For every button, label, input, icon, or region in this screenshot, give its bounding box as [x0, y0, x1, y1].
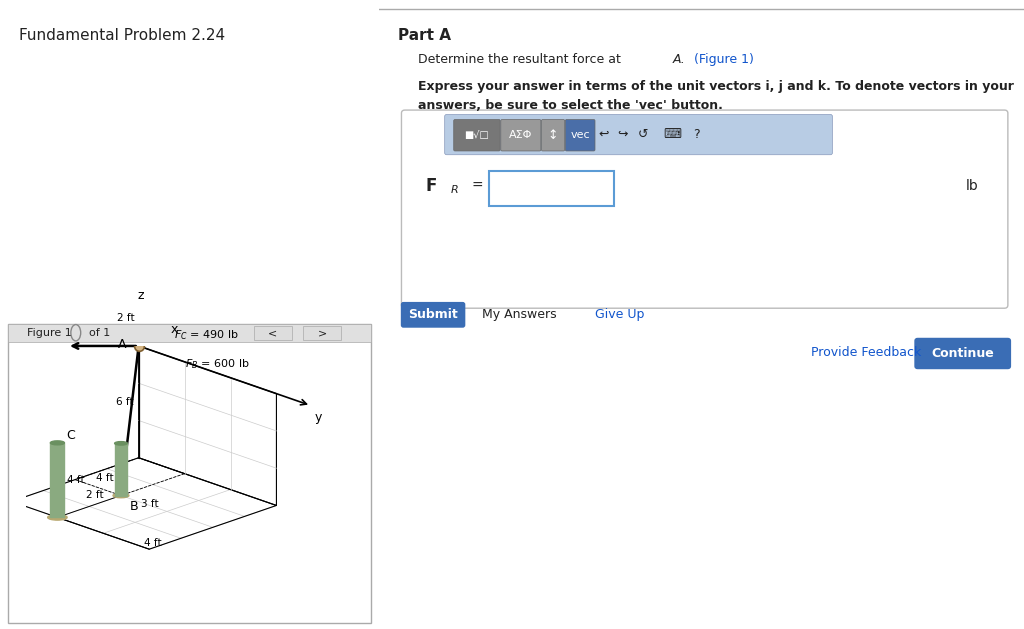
FancyBboxPatch shape [565, 120, 595, 151]
Text: Continue: Continue [932, 347, 994, 360]
Text: Provide Feedback: Provide Feedback [811, 346, 922, 359]
Text: B: B [130, 501, 138, 513]
Text: 4 ft: 4 ft [144, 538, 162, 548]
Text: A.: A. [673, 53, 685, 67]
FancyBboxPatch shape [488, 171, 614, 206]
FancyBboxPatch shape [7, 324, 372, 623]
Text: $F_B$ = 600 lb: $F_B$ = 600 lb [184, 358, 249, 372]
Text: 6 ft: 6 ft [116, 397, 133, 407]
Text: of 1: of 1 [89, 328, 111, 338]
Text: Fundamental Problem 2.24: Fundamental Problem 2.24 [18, 28, 225, 43]
FancyBboxPatch shape [254, 326, 292, 340]
Text: >: > [317, 328, 327, 338]
Text: =: = [471, 179, 482, 192]
Text: C: C [67, 428, 75, 442]
Text: My Answers: My Answers [482, 308, 557, 321]
Text: Determine the resultant force at: Determine the resultant force at [418, 53, 625, 67]
FancyBboxPatch shape [7, 324, 372, 342]
Text: Express your answer in terms of the unit vectors i, j and k. To denote vectors i: Express your answer in terms of the unit… [418, 80, 1014, 93]
Text: 2 ft: 2 ft [86, 491, 104, 501]
Text: Give Up: Give Up [595, 308, 644, 321]
Ellipse shape [48, 515, 68, 520]
FancyBboxPatch shape [303, 326, 341, 340]
FancyBboxPatch shape [501, 120, 541, 151]
Text: 3 ft: 3 ft [141, 499, 159, 509]
Text: ↪: ↪ [617, 128, 628, 141]
Text: ⌨: ⌨ [664, 128, 681, 141]
FancyBboxPatch shape [401, 110, 1008, 308]
Text: R: R [452, 185, 459, 195]
Ellipse shape [113, 493, 129, 498]
Text: (Figure 1): (Figure 1) [690, 53, 754, 67]
Text: lb: lb [966, 179, 979, 192]
Text: A: A [118, 338, 126, 351]
Text: Figure 1: Figure 1 [27, 328, 72, 338]
FancyBboxPatch shape [400, 302, 465, 328]
Text: z: z [137, 289, 143, 303]
Text: ?: ? [693, 128, 699, 141]
Text: Part A: Part A [398, 28, 452, 43]
FancyBboxPatch shape [542, 120, 564, 151]
Text: $F_C$ = 490 lb: $F_C$ = 490 lb [174, 328, 239, 342]
Text: $\mathbf{F}$: $\mathbf{F}$ [425, 177, 437, 194]
FancyBboxPatch shape [454, 120, 500, 151]
Text: ■√□: ■√□ [465, 130, 489, 140]
Text: <: < [268, 328, 278, 338]
Polygon shape [115, 443, 127, 496]
Text: answers, be sure to select the 'vec' button.: answers, be sure to select the 'vec' but… [418, 99, 723, 112]
Text: y: y [314, 411, 322, 423]
Text: ↕: ↕ [548, 129, 558, 142]
Text: ↺: ↺ [638, 128, 648, 141]
Text: x: x [170, 323, 178, 336]
Text: 4 ft: 4 ft [68, 475, 85, 485]
Polygon shape [50, 443, 65, 518]
Text: ↩: ↩ [598, 128, 608, 141]
Text: Submit: Submit [409, 308, 458, 321]
Text: vec: vec [570, 130, 590, 140]
Ellipse shape [115, 442, 127, 445]
Ellipse shape [50, 441, 65, 445]
Text: 4 ft: 4 ft [96, 473, 114, 483]
Text: ΑΣΦ: ΑΣΦ [509, 130, 532, 140]
FancyBboxPatch shape [914, 338, 1011, 369]
FancyBboxPatch shape [444, 114, 833, 155]
Text: 2 ft: 2 ft [118, 313, 135, 323]
